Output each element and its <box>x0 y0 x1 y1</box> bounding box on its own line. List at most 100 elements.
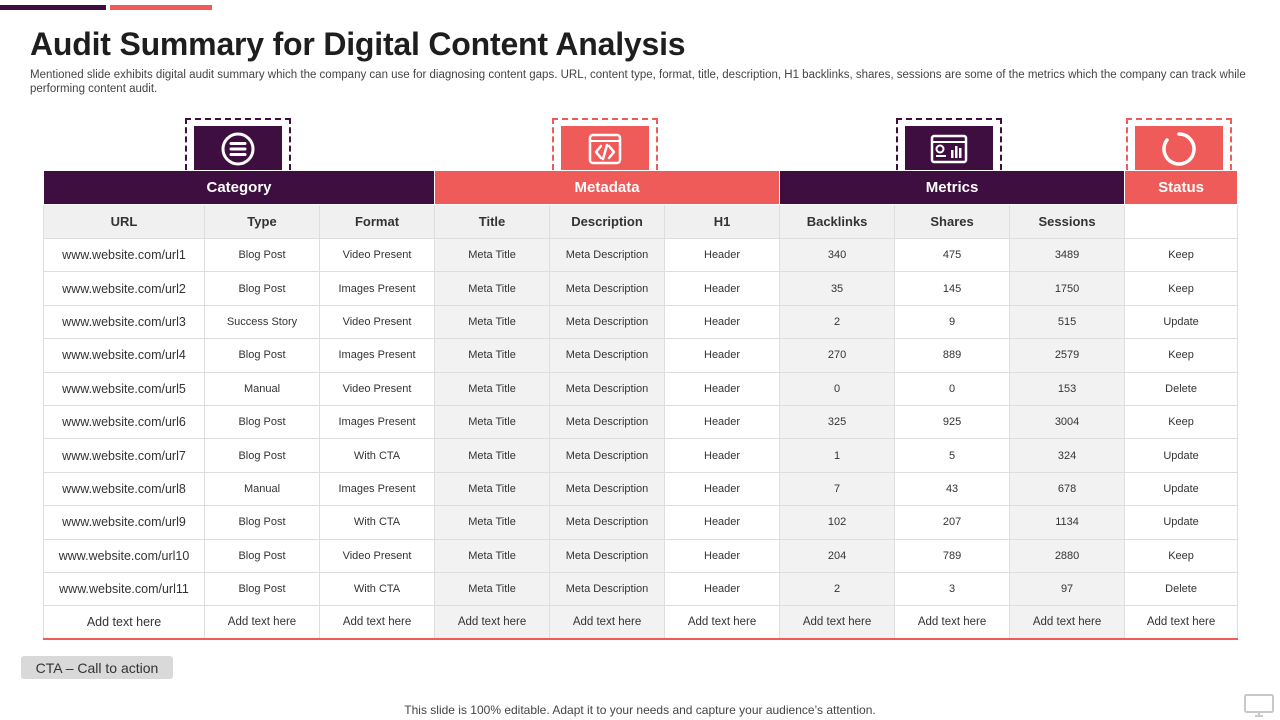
cell-sessions: 324 <box>1009 438 1126 473</box>
cell-description: Meta Description <box>549 271 666 306</box>
table-row: www.website.com/url9 Blog Post With CTA Met… <box>43 505 1239 540</box>
cell-backlinks: 2 <box>779 571 896 607</box>
cell-title: Meta Title <box>434 271 551 306</box>
cell-status: Delete <box>1124 571 1239 607</box>
ring-icon <box>1162 132 1196 166</box>
cell-format: Video Present <box>318 538 436 573</box>
column-header-shares: Shares <box>894 204 1011 239</box>
group-header-metrics: Metrics <box>779 170 1126 205</box>
cell-title: Meta Title <box>434 571 551 607</box>
cell-status: Keep <box>1124 237 1239 273</box>
cell-shares: Add text here <box>894 605 1011 641</box>
cell-title: Meta Title <box>434 237 551 273</box>
cell-format: Video Present <box>318 371 436 406</box>
cell-sessions: 2880 <box>1009 538 1126 573</box>
column-header-description: Description <box>549 204 666 239</box>
cell-status: Keep <box>1124 538 1239 573</box>
cell-description: Meta Description <box>549 571 666 607</box>
cell-format: Images Present <box>318 471 436 507</box>
cell-backlinks: 340 <box>779 237 896 273</box>
cell-status: Update <box>1124 438 1239 473</box>
column-header-title: Title <box>434 204 551 239</box>
cell-description: Meta Description <box>549 304 666 340</box>
cell-sessions: 3004 <box>1009 404 1126 440</box>
cell-type: Blog Post <box>204 438 320 473</box>
metrics-icon-tab <box>896 118 1002 172</box>
cell-sessions: 515 <box>1009 304 1126 340</box>
cell-shares: 475 <box>894 237 1011 273</box>
cell-shares: 925 <box>894 404 1011 440</box>
cell-backlinks: 35 <box>779 271 896 306</box>
table-row: www.website.com/url10 Blog Post Video Pres… <box>43 538 1239 573</box>
cta-button[interactable]: CTA – Call to action <box>21 656 173 679</box>
cell-url: www.website.com/url6 <box>43 404 205 440</box>
cell-type: Add text here <box>204 605 320 641</box>
cell-backlinks: 270 <box>779 338 896 373</box>
cell-description: Meta Description <box>549 505 666 540</box>
cell-shares: 889 <box>894 338 1011 373</box>
cell-format: Add text here <box>318 605 436 641</box>
cell-shares: 3 <box>894 571 1011 607</box>
column-header-url: URL <box>43 204 205 239</box>
cell-shares: 145 <box>894 271 1011 306</box>
cell-format: Video Present <box>318 304 436 340</box>
table-row: www.website.com/url7 Blog Post With CTA Met… <box>43 438 1239 473</box>
dashboard-icon <box>930 134 968 164</box>
cell-status: Keep <box>1124 338 1239 373</box>
cell-format: With CTA <box>318 571 436 607</box>
table-row: www.website.com/url5 Manual Video Present M… <box>43 371 1239 406</box>
cell-h1: Header <box>664 471 781 507</box>
cell-backlinks: 204 <box>779 538 896 573</box>
cell-h1: Header <box>664 371 781 406</box>
cell-backlinks: 2 <box>779 304 896 340</box>
list-menu-icon <box>221 132 255 166</box>
audit-table: Category Metadata Metrics Status URL Typ… <box>42 170 1239 641</box>
cell-shares: 5 <box>894 438 1011 473</box>
cell-sessions: 153 <box>1009 371 1126 406</box>
cell-url: www.website.com/url4 <box>43 338 205 373</box>
column-header-sessions: Sessions <box>1009 204 1126 239</box>
cell-description: Meta Description <box>549 404 666 440</box>
status-icon-tab <box>1126 118 1232 172</box>
cell-shares: 789 <box>894 538 1011 573</box>
cell-type: Blog Post <box>204 571 320 607</box>
code-icon <box>588 133 622 165</box>
cell-description: Meta Description <box>549 237 666 273</box>
cell-status: Update <box>1124 505 1239 540</box>
column-header-h1: H1 <box>664 204 781 239</box>
cell-sessions: 1134 <box>1009 505 1126 540</box>
cell-title: Meta Title <box>434 304 551 340</box>
cell-url: www.website.com/url5 <box>43 371 205 406</box>
group-header-metadata: Metadata <box>434 170 781 205</box>
cell-format: Images Present <box>318 338 436 373</box>
table-row: www.website.com/url6 Blog Post Images Pres… <box>43 404 1239 440</box>
cell-url: www.website.com/url11 <box>43 571 205 607</box>
cell-backlinks: Add text here <box>779 605 896 641</box>
cell-sessions: 97 <box>1009 571 1126 607</box>
column-header-backlinks: Backlinks <box>779 204 896 239</box>
cell-type: Blog Post <box>204 538 320 573</box>
cell-h1: Header <box>664 271 781 306</box>
cell-backlinks: 102 <box>779 505 896 540</box>
cell-h1: Header <box>664 505 781 540</box>
cell-title: Add text here <box>434 605 551 641</box>
cell-description: Meta Description <box>549 438 666 473</box>
cell-backlinks: 325 <box>779 404 896 440</box>
group-header-category: Category <box>42 170 436 205</box>
cell-sessions: 1750 <box>1009 271 1126 306</box>
cell-url: www.website.com/url3 <box>43 304 205 340</box>
cell-h1: Header <box>664 404 781 440</box>
cell-shares: 43 <box>894 471 1011 507</box>
cell-h1: Header <box>664 571 781 607</box>
top-accent-bar-dark <box>0 5 106 10</box>
group-header-status: Status <box>1124 170 1239 205</box>
cell-title: Meta Title <box>434 471 551 507</box>
cell-h1: Header <box>664 237 781 273</box>
cell-url: www.website.com/url2 <box>43 271 205 306</box>
cell-shares: 9 <box>894 304 1011 340</box>
cell-status: Delete <box>1124 371 1239 406</box>
cell-h1: Header <box>664 538 781 573</box>
table-row: www.website.com/url4 Blog Post Images Pres… <box>43 338 1239 373</box>
table-row: www.website.com/url1 Blog Post Video Prese… <box>43 237 1239 273</box>
cell-backlinks: 0 <box>779 371 896 406</box>
